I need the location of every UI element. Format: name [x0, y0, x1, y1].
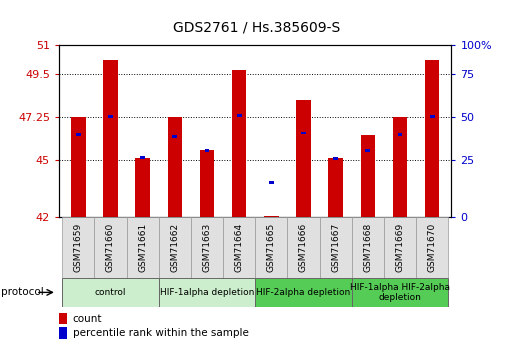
Text: GSM71660: GSM71660 — [106, 223, 115, 272]
Bar — [223, 217, 255, 278]
Bar — [200, 150, 214, 217]
Bar — [301, 131, 306, 135]
Bar — [236, 114, 242, 117]
Text: GSM71661: GSM71661 — [138, 223, 147, 272]
Bar — [296, 100, 311, 217]
Bar — [393, 117, 407, 217]
Text: GSM71669: GSM71669 — [396, 223, 404, 272]
Bar — [328, 158, 343, 217]
Bar — [205, 149, 209, 152]
Text: GSM71663: GSM71663 — [203, 223, 211, 272]
Bar — [287, 217, 320, 278]
Bar — [172, 136, 177, 138]
Text: GSM71670: GSM71670 — [428, 223, 437, 272]
Bar — [352, 217, 384, 278]
Text: GSM71667: GSM71667 — [331, 223, 340, 272]
Bar — [103, 60, 117, 217]
Bar — [384, 217, 416, 278]
Bar — [159, 217, 191, 278]
Bar — [59, 313, 67, 324]
Bar — [416, 217, 448, 278]
Bar — [62, 217, 94, 278]
Bar — [361, 135, 375, 217]
Bar — [255, 278, 352, 307]
Bar — [255, 217, 287, 278]
Text: HIF-1alpha HIF-2alpha
depletion: HIF-1alpha HIF-2alpha depletion — [350, 283, 450, 302]
Text: GSM71665: GSM71665 — [267, 223, 276, 272]
Text: GSM71659: GSM71659 — [74, 223, 83, 272]
Bar — [140, 157, 145, 159]
Bar — [430, 115, 435, 118]
Bar — [232, 70, 246, 217]
Text: control: control — [95, 288, 126, 297]
Text: GSM71666: GSM71666 — [299, 223, 308, 272]
Bar — [71, 117, 86, 217]
Bar — [333, 157, 338, 160]
Text: HIF-1alpha depletion: HIF-1alpha depletion — [160, 288, 254, 297]
Text: HIF-2alpha depletion: HIF-2alpha depletion — [256, 288, 350, 297]
Bar — [269, 181, 274, 184]
Bar — [398, 134, 402, 136]
Bar — [76, 134, 81, 136]
Bar — [168, 117, 182, 217]
Bar — [94, 217, 127, 278]
Bar — [264, 216, 279, 217]
Bar — [352, 278, 448, 307]
Text: GSM71664: GSM71664 — [234, 223, 244, 272]
Bar — [320, 217, 352, 278]
Bar — [425, 60, 439, 217]
Bar — [59, 327, 67, 339]
Bar — [365, 149, 370, 152]
Text: GDS2761 / Hs.385609-S: GDS2761 / Hs.385609-S — [173, 20, 340, 34]
Bar — [135, 158, 150, 217]
Bar — [62, 278, 159, 307]
Text: GSM71668: GSM71668 — [363, 223, 372, 272]
Text: protocol: protocol — [1, 287, 44, 297]
Bar — [108, 115, 113, 118]
Bar — [159, 278, 255, 307]
Text: GSM71662: GSM71662 — [170, 223, 180, 272]
Text: count: count — [73, 314, 102, 324]
Bar — [191, 217, 223, 278]
Text: percentile rank within the sample: percentile rank within the sample — [73, 328, 249, 338]
Bar — [127, 217, 159, 278]
